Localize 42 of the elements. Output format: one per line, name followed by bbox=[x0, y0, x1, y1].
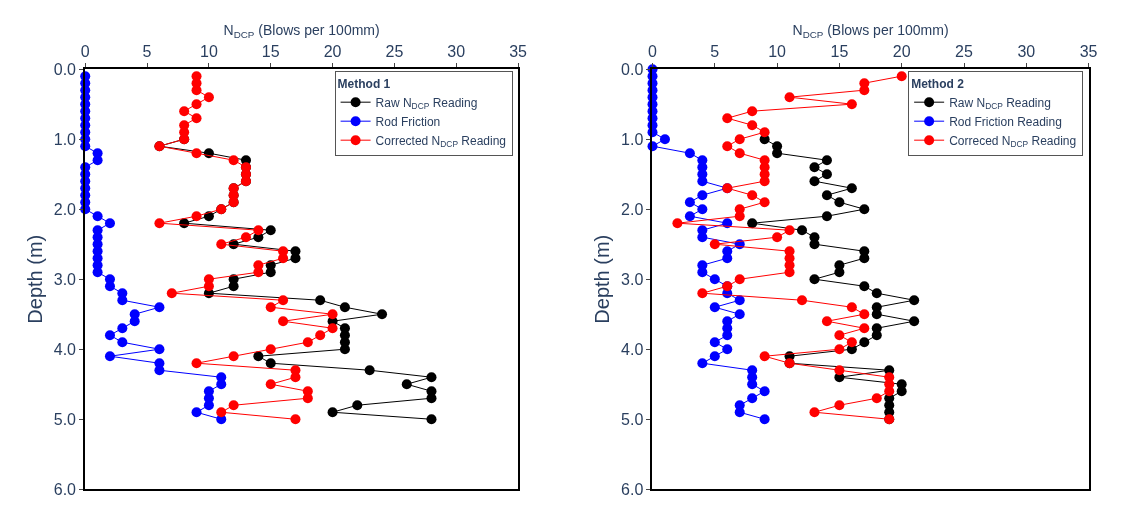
x-tick-label: 10 bbox=[768, 42, 787, 60]
y-axis-title: Depth (m) bbox=[591, 234, 614, 324]
x-tick-label: 15 bbox=[830, 42, 849, 60]
x-tick-label: 20 bbox=[892, 42, 911, 60]
y-tick-label: 5.0 bbox=[53, 410, 77, 428]
y-tick-label: 2.0 bbox=[53, 200, 77, 218]
legend-label: Rod Friction Reading bbox=[949, 114, 1062, 129]
legend-label: Rod Friction bbox=[375, 114, 441, 129]
y-tick-label: 2.0 bbox=[621, 200, 644, 218]
legend-label: Raw N$_{DCP}$ Reading bbox=[949, 95, 1051, 112]
legend-title: Method 2 bbox=[911, 76, 965, 91]
x-axis-title: N$_{DCP}$ (Blows per 100mm) bbox=[223, 21, 380, 40]
legend-title: Method 1 bbox=[337, 76, 391, 91]
legend-label: Raw N$_{DCP}$ Reading bbox=[375, 95, 478, 112]
y-tick-label: 4.0 bbox=[53, 340, 77, 358]
x-tick-label: 35 bbox=[1079, 42, 1098, 60]
x-tick-label: 0 bbox=[648, 42, 658, 60]
x-tick-label: 10 bbox=[200, 42, 218, 60]
y-tick-label: 4.0 bbox=[621, 340, 644, 358]
x-tick-label: 30 bbox=[447, 42, 466, 60]
legend-label: Correced N$_{DCP}$ Reading bbox=[949, 133, 1077, 150]
legend-label: Corrected N$_{DCP}$ Reading bbox=[375, 133, 507, 150]
x-tick-label: 20 bbox=[323, 42, 342, 60]
y-tick-label: 3.0 bbox=[53, 270, 77, 288]
y-tick-label: 6.0 bbox=[621, 480, 644, 498]
x-tick-label: 5 bbox=[142, 42, 152, 60]
x-axis-title: N$_{DCP}$ (Blows per 100mm) bbox=[792, 21, 949, 40]
x-tick-label: 25 bbox=[385, 42, 404, 60]
y-axis-title: Depth (m) bbox=[23, 234, 46, 324]
y-tick-label: 1.0 bbox=[53, 130, 77, 148]
y-tick-label: 6.0 bbox=[53, 480, 77, 498]
y-tick-label: 5.0 bbox=[621, 410, 644, 428]
x-tick-label: 35 bbox=[509, 42, 528, 60]
y-tick-label: 1.0 bbox=[621, 130, 644, 148]
x-tick-label: 15 bbox=[261, 42, 280, 60]
x-tick-label: 0 bbox=[80, 42, 90, 60]
x-tick-label: 25 bbox=[955, 42, 974, 60]
y-tick-label: 0.0 bbox=[53, 60, 77, 78]
y-tick-label: 0.0 bbox=[621, 60, 644, 78]
x-tick-label: 30 bbox=[1017, 42, 1036, 60]
y-tick-label: 3.0 bbox=[621, 270, 644, 288]
x-tick-label: 5 bbox=[710, 42, 720, 60]
